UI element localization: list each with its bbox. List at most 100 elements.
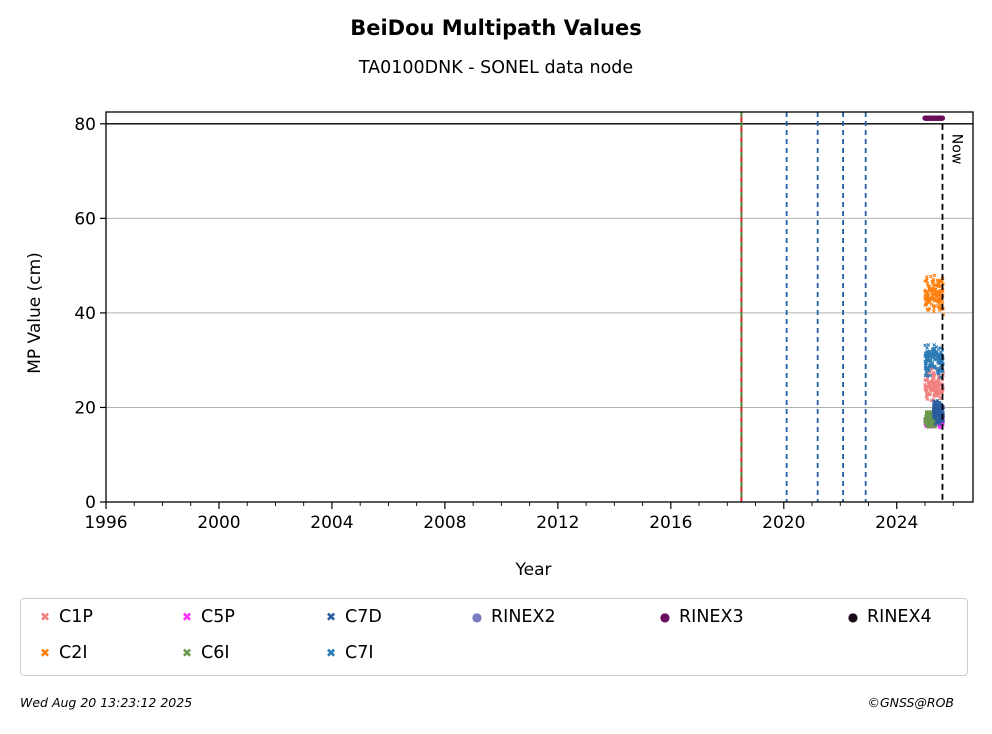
- data-point: [923, 383, 927, 387]
- data-point: [923, 378, 928, 382]
- data-point: [935, 380, 940, 384]
- data-point: [940, 419, 944, 424]
- data-point: [925, 275, 929, 279]
- y-tick-label: 0: [85, 493, 96, 513]
- data-point: [924, 301, 929, 305]
- data-point: [930, 347, 935, 352]
- legend-item-c7i: ✖ C7I: [321, 641, 374, 665]
- x-tick-label: 2016: [649, 513, 692, 533]
- data-point: [938, 292, 942, 296]
- data-point: [932, 350, 937, 354]
- chart-title: BeiDou Multipath Values: [350, 16, 642, 40]
- legend-label: C7I: [345, 643, 374, 663]
- legend: ✖ C1P ✖ C5P ✖ C7D ● RINEX2 ● RINEX3 ● RI…: [20, 598, 968, 676]
- y-tick-label: 60: [74, 209, 96, 229]
- x-tick-label: 2004: [310, 513, 353, 533]
- data-point: [938, 413, 943, 417]
- legend-item-c1p: ✖ C1P: [35, 605, 93, 629]
- data-point: [935, 351, 939, 356]
- data-point: [926, 343, 931, 347]
- now-label: Now: [948, 134, 964, 165]
- data-point: [938, 400, 942, 405]
- data-point: [928, 288, 933, 293]
- legend-item-rinex2: ● RINEX2: [467, 605, 556, 629]
- data-point: [928, 409, 932, 414]
- data-point: [923, 289, 928, 294]
- data-point: [932, 306, 936, 311]
- data-point: [937, 406, 942, 411]
- data-point: [929, 398, 933, 403]
- data-point: [939, 389, 944, 394]
- data-point: [933, 422, 938, 427]
- data-point: [938, 409, 942, 413]
- legend-label: C5P: [201, 607, 235, 627]
- data-point: [935, 291, 939, 296]
- legend-item-c6i: ✖ C6I: [177, 641, 230, 665]
- data-point: [929, 290, 934, 295]
- legend-marker: ✖: [325, 646, 337, 660]
- data-point: [937, 296, 941, 300]
- data-point: [940, 369, 945, 374]
- data-point: [936, 361, 941, 365]
- data-point: [924, 409, 929, 414]
- data-point: [935, 368, 940, 372]
- data-point: [923, 343, 927, 348]
- data-point: [939, 115, 946, 121]
- data-point: [923, 373, 928, 378]
- data-point: [936, 354, 940, 358]
- data-point: [933, 411, 937, 416]
- data-point: [924, 371, 929, 375]
- legend-label: RINEX4: [867, 607, 932, 627]
- data-point: [925, 392, 929, 397]
- data-point: [940, 300, 945, 304]
- data-point: [931, 283, 936, 288]
- data-point: [927, 300, 932, 304]
- data-point: [926, 350, 931, 354]
- data-point: [925, 412, 930, 416]
- legend-marker: ✖: [39, 646, 51, 660]
- legend-marker: ●: [471, 610, 483, 624]
- data-point: [936, 384, 940, 389]
- footer-credit: ©GNSS@ROB: [867, 695, 954, 710]
- data-point: [927, 296, 932, 300]
- data-point: [924, 351, 928, 355]
- legend-label: RINEX3: [679, 607, 744, 627]
- legend-item-c2i: ✖ C2I: [35, 641, 88, 665]
- legend-label: RINEX2: [491, 607, 556, 627]
- data-point: [933, 425, 937, 429]
- legend-item-rinex4: ● RINEX4: [843, 605, 932, 629]
- data-point: [938, 404, 942, 408]
- multipath-scatter-chart: Now 0 20 40 60 80 1996 2000 2004 2008 2012 2016 2020…: [25, 111, 974, 580]
- series-c2i: [923, 273, 946, 317]
- data-point: [937, 425, 942, 429]
- data-point: [930, 361, 935, 365]
- data-point: [925, 374, 930, 378]
- data-point: [931, 370, 935, 375]
- data-point: [930, 295, 935, 299]
- data-point: [933, 364, 938, 369]
- plot-frame: [105, 111, 974, 503]
- data-point: [934, 401, 939, 406]
- y-tick-label: 80: [74, 115, 96, 135]
- data-point: [923, 361, 928, 366]
- data-point: [937, 419, 942, 423]
- legend-label: C7D: [345, 607, 382, 627]
- data-point: [931, 279, 936, 284]
- x-tick-label: 2024: [875, 513, 918, 533]
- data-point: [935, 278, 940, 283]
- data-point: [931, 374, 936, 379]
- legend-marker: ✖: [325, 610, 337, 624]
- data-point: [928, 353, 933, 358]
- footer-timestamp: Wed Aug 20 13:23:12 2025: [20, 695, 193, 710]
- data-point: [938, 375, 943, 380]
- series-rinex3: [922, 115, 946, 121]
- legend-marker: ✖: [181, 610, 193, 624]
- data-point: [923, 293, 927, 297]
- data-point: [923, 303, 928, 307]
- legend-label: C1P: [59, 607, 93, 627]
- x-tick-label: 2000: [197, 513, 240, 533]
- legend-label: C6I: [201, 643, 230, 663]
- data-point: [930, 350, 935, 355]
- data-point: [924, 386, 928, 391]
- data-point: [932, 357, 937, 362]
